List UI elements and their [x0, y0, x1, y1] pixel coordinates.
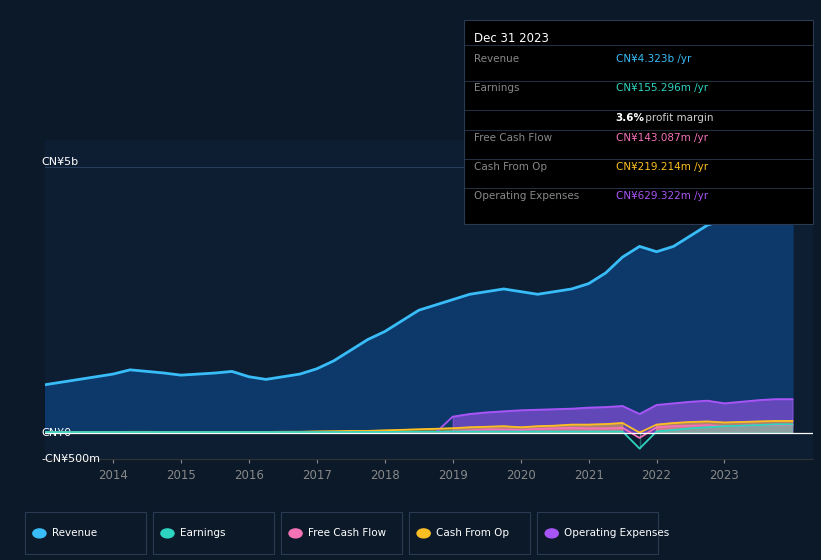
Text: CN¥629.322m /yr: CN¥629.322m /yr	[616, 191, 708, 201]
Text: 3.6%: 3.6%	[616, 113, 644, 123]
Text: Dec 31 2023: Dec 31 2023	[474, 32, 548, 45]
Text: Cash From Op: Cash From Op	[474, 162, 547, 172]
Text: CN¥155.296m /yr: CN¥155.296m /yr	[616, 83, 708, 94]
Text: CN¥143.087m /yr: CN¥143.087m /yr	[616, 133, 708, 143]
Text: Operating Expenses: Operating Expenses	[474, 191, 579, 201]
Text: CN¥219.214m /yr: CN¥219.214m /yr	[616, 162, 708, 172]
Text: Operating Expenses: Operating Expenses	[564, 529, 669, 538]
Text: Earnings: Earnings	[180, 529, 225, 538]
Text: CN¥4.323b /yr: CN¥4.323b /yr	[616, 54, 691, 64]
Text: Earnings: Earnings	[474, 83, 519, 94]
Text: Revenue: Revenue	[52, 529, 97, 538]
Text: CN¥0: CN¥0	[41, 428, 71, 437]
Text: -CN¥500m: -CN¥500m	[41, 454, 100, 464]
Text: Revenue: Revenue	[474, 54, 519, 64]
Text: Free Cash Flow: Free Cash Flow	[308, 529, 386, 538]
Text: Cash From Op: Cash From Op	[436, 529, 509, 538]
Text: profit margin: profit margin	[642, 113, 713, 123]
Text: CN¥5b: CN¥5b	[41, 157, 79, 167]
Text: Free Cash Flow: Free Cash Flow	[474, 133, 552, 143]
